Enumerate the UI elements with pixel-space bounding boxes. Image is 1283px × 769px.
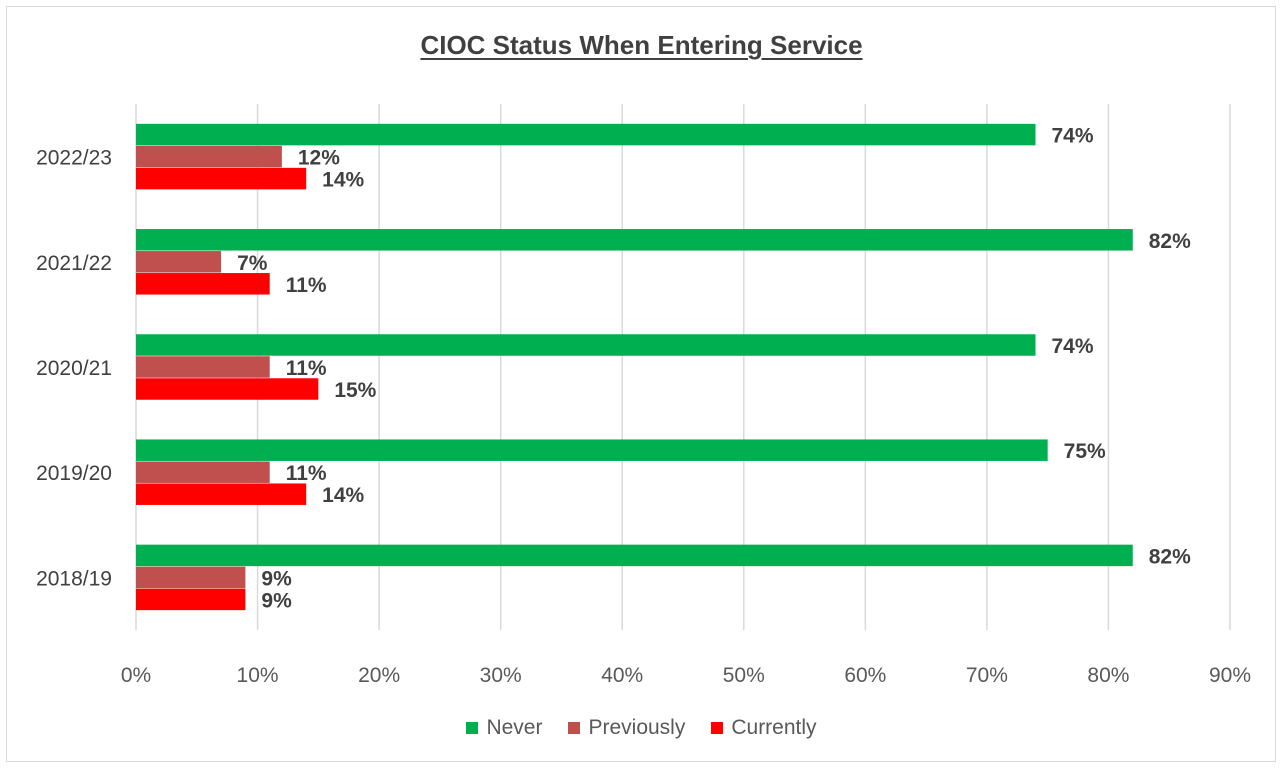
legend-item-previously: Previously xyxy=(568,716,685,740)
y-category-label: 2018/19 xyxy=(36,567,112,590)
x-tick-label: 70% xyxy=(966,664,1008,687)
legend-swatch-never xyxy=(466,722,479,734)
y-category-label: 2020/21 xyxy=(36,357,112,380)
bar-currently xyxy=(136,273,270,295)
data-label-currently: 15% xyxy=(334,379,376,402)
bar-never xyxy=(136,123,1036,146)
x-tick-label: 80% xyxy=(1087,664,1129,687)
y-category-label: 2021/22 xyxy=(36,252,112,275)
data-label-currently: 14% xyxy=(322,484,364,507)
data-label-currently: 11% xyxy=(286,274,327,297)
chart-title: CIOC Status When Entering Service xyxy=(420,30,863,60)
legend-label-currently: Currently xyxy=(731,716,817,739)
legend-label-previously: Previously xyxy=(588,716,686,739)
bar-currently xyxy=(136,483,307,505)
data-label-previously: 12% xyxy=(298,147,340,170)
bar-previously xyxy=(136,145,282,168)
bar-never xyxy=(136,544,1133,567)
data-label-never: 82% xyxy=(1149,545,1191,568)
data-label-currently: 9% xyxy=(261,589,292,612)
legend-label-never: Never xyxy=(486,716,543,739)
x-tick-label: 50% xyxy=(723,664,765,687)
bar-never xyxy=(136,439,1048,461)
bar-previously xyxy=(136,356,270,378)
legend-swatch-previously xyxy=(568,722,581,734)
y-category-label: 2022/23 xyxy=(36,147,112,170)
data-label-never: 74% xyxy=(1052,335,1094,358)
x-tick-label: 30% xyxy=(480,664,522,687)
data-label-never: 75% xyxy=(1064,440,1106,463)
bar-never xyxy=(136,229,1133,251)
data-label-currently: 14% xyxy=(322,169,364,192)
x-tick-label: 40% xyxy=(601,664,643,687)
bar-previously xyxy=(136,461,270,483)
legend-swatch-currently xyxy=(711,722,724,734)
legend-item-currently: Currently xyxy=(711,716,817,740)
y-category-label: 2019/20 xyxy=(36,462,112,485)
legend-item-never: Never xyxy=(466,716,542,740)
bar-currently xyxy=(136,378,319,400)
x-tick-label: 60% xyxy=(844,664,886,687)
bar-currently xyxy=(136,588,246,611)
data-label-previously: 9% xyxy=(261,567,292,590)
data-label-previously: 11% xyxy=(286,357,327,380)
bar-never xyxy=(136,334,1036,356)
data-label-never: 74% xyxy=(1052,125,1094,148)
data-label-previously: 11% xyxy=(286,462,327,485)
x-tick-label: 90% xyxy=(1209,664,1251,687)
data-label-never: 82% xyxy=(1149,230,1191,253)
x-tick-label: 20% xyxy=(358,664,400,687)
data-label-previously: 7% xyxy=(237,252,268,275)
bar-previously xyxy=(136,251,222,273)
chart-legend: Never Previously Currently xyxy=(0,716,1283,740)
x-tick-label: 0% xyxy=(121,664,151,687)
bar-previously xyxy=(136,566,246,589)
bar-currently xyxy=(136,167,307,190)
x-tick-label: 10% xyxy=(237,664,279,687)
